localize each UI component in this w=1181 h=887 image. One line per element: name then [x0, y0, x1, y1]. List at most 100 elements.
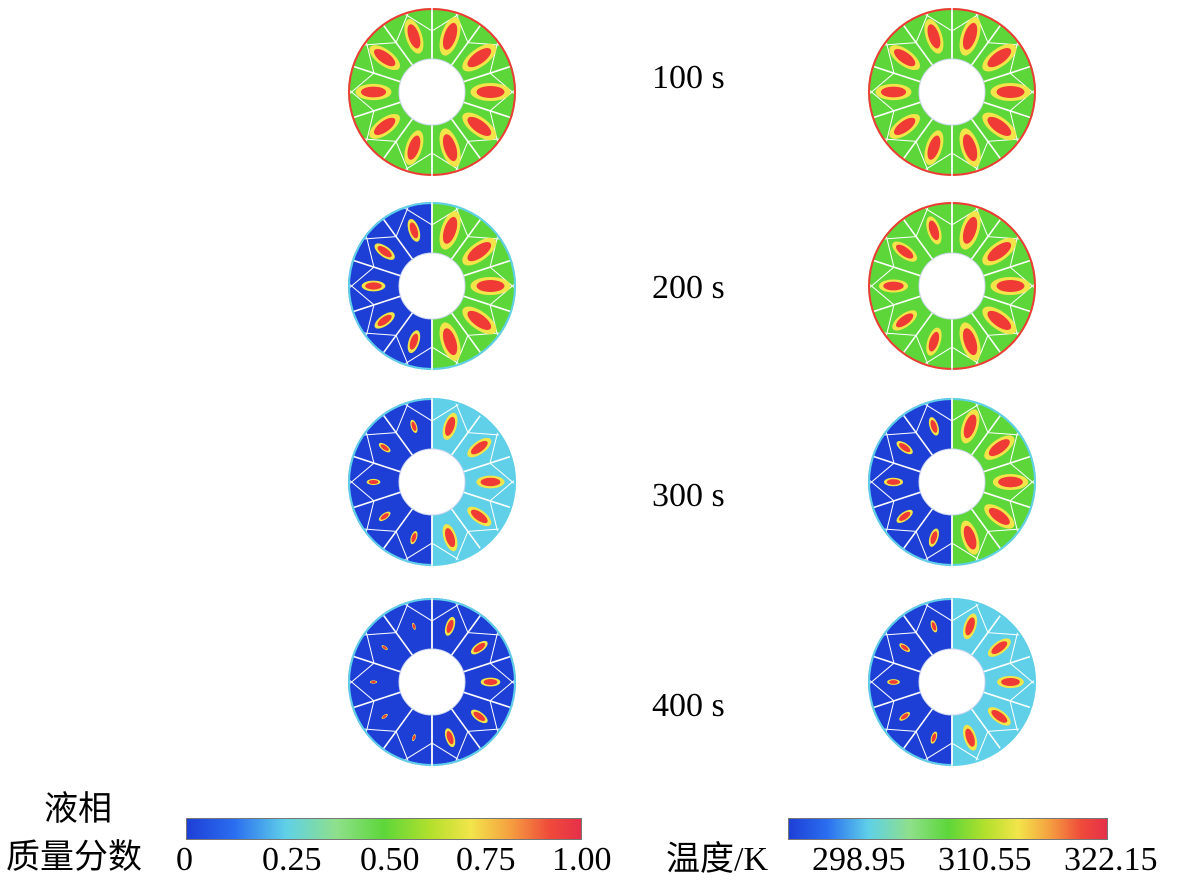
temperature-plot-row4	[868, 598, 1036, 766]
fin-branch	[1009, 500, 1019, 534]
fin-line	[970, 118, 1003, 161]
fin-branch	[974, 731, 989, 763]
melt-pocket-core	[893, 117, 916, 135]
melt-pocket-core	[987, 48, 1012, 68]
fin-line	[351, 655, 401, 673]
fin-branch	[489, 40, 499, 74]
melt-pocket-core	[476, 86, 505, 98]
fin-branch	[489, 266, 516, 290]
fin-branch	[402, 206, 433, 226]
fin-branch	[467, 632, 502, 636]
melt-pocket-core	[380, 513, 389, 520]
fin-branch	[882, 332, 917, 336]
melt-pocket-core	[445, 528, 456, 548]
fin-branch	[395, 205, 410, 237]
fin-branch	[362, 138, 397, 142]
fin-branch	[915, 11, 930, 43]
fin-line	[901, 413, 934, 456]
melt-pocket-core	[963, 525, 977, 550]
melt-pocket-core	[998, 476, 1023, 488]
melt-pocket-core	[442, 134, 458, 162]
melt-pocket-core	[382, 645, 387, 650]
fin-line	[463, 491, 513, 509]
fin-branch	[915, 205, 930, 237]
fin-branch	[974, 601, 989, 633]
melt-pocket-core	[467, 310, 492, 330]
fin-branch	[365, 700, 375, 734]
fin-branch	[915, 335, 930, 367]
melt-pocket-core	[987, 116, 1012, 136]
melt-pocket-core	[476, 280, 505, 292]
fin-branch	[868, 282, 895, 306]
fin-line	[381, 23, 414, 66]
fin-line	[450, 613, 483, 656]
fin-branch	[348, 266, 375, 290]
fin-line	[450, 23, 483, 66]
melt-pocket-core	[988, 439, 1010, 457]
fin-branch	[1009, 88, 1036, 112]
melt-pocket-core	[889, 680, 898, 684]
fin-branch	[365, 500, 375, 534]
fin-line	[983, 491, 1033, 509]
fin-branch	[951, 742, 982, 762]
fin-line	[381, 217, 414, 260]
melt-pocket-core	[412, 735, 416, 741]
melt-pocket-core	[442, 328, 458, 356]
fin-branch	[987, 728, 1022, 732]
fin-line	[970, 413, 1003, 456]
fin-line	[381, 118, 414, 161]
fin-line	[970, 217, 1003, 260]
fin-branch	[1009, 234, 1019, 268]
melt-pocket-core	[377, 314, 392, 327]
fin-branch	[454, 205, 469, 237]
fin-branch	[987, 528, 1022, 532]
inner-tube	[918, 448, 986, 516]
temperature-plot-row3	[868, 398, 1036, 566]
fin-line	[970, 508, 1003, 551]
melt-pocket-core	[899, 443, 911, 453]
fin-branch	[974, 11, 989, 43]
fin-line	[871, 295, 921, 313]
melt-pocket-core	[407, 24, 421, 49]
fin-branch	[348, 282, 375, 306]
melt-pocket-core	[473, 711, 486, 722]
fin-branch	[922, 12, 953, 32]
fin-branch	[431, 542, 462, 562]
fin-branch	[885, 40, 895, 74]
melt-pocket-core	[965, 617, 975, 636]
fin-line	[381, 312, 414, 355]
fin-branch	[395, 531, 410, 563]
melt-pocket-core	[480, 477, 501, 487]
fin-branch	[882, 236, 917, 240]
fin-line	[983, 691, 1033, 709]
melt-pocket-core	[380, 444, 389, 451]
fin-branch	[402, 542, 433, 562]
fin-line	[901, 708, 934, 751]
fin-branch	[915, 141, 930, 173]
temperature-tick-2: 322.15	[1064, 841, 1158, 878]
inner-tube	[398, 58, 466, 126]
melt-pocket-core	[996, 86, 1025, 98]
liquid-fraction-plot-row1	[348, 8, 516, 176]
inner-tube	[398, 648, 466, 716]
melt-pocket-core	[896, 244, 914, 259]
melt-pocket-core	[409, 333, 419, 350]
melt-pocket-core	[442, 22, 458, 50]
liquid-fraction-tick-3: 0.75	[456, 841, 516, 878]
fin-line	[901, 613, 934, 656]
melt-pocket-core	[446, 619, 454, 633]
melt-pocket-core	[360, 86, 387, 98]
fin-branch	[489, 462, 516, 486]
fin-branch	[348, 662, 375, 686]
fin-branch	[467, 42, 502, 46]
fin-branch	[922, 206, 953, 226]
melt-pocket-core	[987, 310, 1012, 330]
fin-line	[983, 259, 1033, 277]
melt-pocket-core	[930, 419, 938, 433]
melt-pocket-core	[467, 242, 492, 262]
fin-branch	[868, 478, 895, 502]
fin-branch	[885, 630, 895, 664]
fin-branch	[489, 72, 516, 96]
fin-branch	[348, 72, 375, 96]
fin-line	[463, 655, 513, 673]
